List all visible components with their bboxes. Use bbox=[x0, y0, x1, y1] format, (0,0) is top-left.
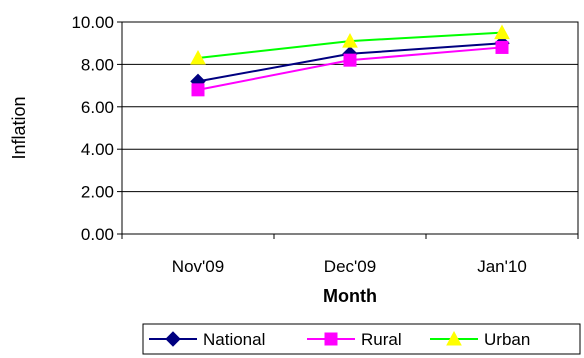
y-axis-ticks: 0.00 2.00 4.00 6.00 8.00 10.00 bbox=[71, 13, 122, 244]
series-urban bbox=[190, 24, 510, 65]
y-tick-label: 4.00 bbox=[81, 140, 114, 159]
axes bbox=[121, 21, 579, 235]
y-tick-label: 8.00 bbox=[81, 55, 114, 74]
legend-item: Urban bbox=[430, 330, 530, 349]
data-point bbox=[190, 49, 206, 65]
x-tick-label: Nov'09 bbox=[172, 257, 224, 276]
legend-label: Rural bbox=[361, 330, 402, 349]
series-rural bbox=[191, 40, 509, 97]
data-point bbox=[342, 33, 358, 48]
y-tick-label: 6.00 bbox=[81, 98, 114, 117]
legend-label: National bbox=[203, 330, 265, 349]
legend-marker bbox=[324, 332, 338, 346]
legend-box bbox=[142, 323, 581, 355]
legend: National Rural Urban bbox=[142, 323, 581, 355]
x-tick-label: Dec'09 bbox=[324, 257, 376, 276]
x-axis-title: Month bbox=[323, 286, 377, 306]
data-point bbox=[495, 40, 509, 54]
data-point bbox=[191, 83, 205, 97]
y-tick-label: 10.00 bbox=[71, 13, 114, 32]
legend-label: Urban bbox=[484, 330, 530, 349]
x-axis-ticks: Nov'09 Dec'09 Jan'10 bbox=[121, 234, 579, 276]
x-tick-label: Jan'10 bbox=[477, 257, 527, 276]
legend-item: Rural bbox=[307, 330, 402, 349]
y-tick-label: 2.00 bbox=[81, 183, 114, 202]
data-point bbox=[343, 53, 357, 67]
plot-area bbox=[121, 21, 579, 235]
legend-marker bbox=[446, 330, 462, 346]
y-tick-label: 0.00 bbox=[81, 225, 114, 244]
legend-item: National bbox=[149, 330, 265, 349]
legend-marker bbox=[165, 331, 181, 347]
y-axis-title: Inflation bbox=[9, 96, 29, 159]
series-layer bbox=[190, 24, 510, 97]
data-point bbox=[494, 24, 510, 40]
